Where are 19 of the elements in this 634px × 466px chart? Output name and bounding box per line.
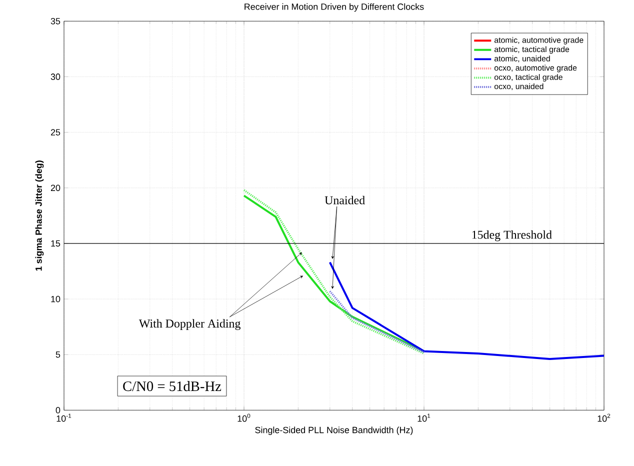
- y-tick-label: 30: [50, 73, 60, 80]
- x-axis-title: Single-Sided PLL Noise Bandwidth (Hz): [255, 426, 413, 435]
- annotation: With Doppler Aiding: [138, 319, 240, 330]
- y-tick-label: 35: [50, 18, 60, 24]
- x-tick-label: 10$^{1}$: [418, 414, 430, 422]
- y-axis-title: 1 sigma Phase Jitter (deg): [35, 160, 44, 271]
- x-tick-label: 10$^{-1}$: [56, 414, 72, 422]
- ref-line-label: 15deg Threshold: [472, 230, 552, 242]
- chart-title: Receiver in Motion Driven by Different Clocks: [244, 3, 424, 12]
- y-tick-label: 15: [51, 240, 60, 247]
- y-tick-label: 0: [56, 406, 60, 414]
- x-tick-label: 10$^{0}$: [238, 414, 250, 422]
- y-tick-label: 20: [50, 184, 60, 191]
- annotation: C/N0 = 51dB-Hz: [123, 380, 222, 392]
- x-tick-label: 10$^{2}$: [598, 414, 610, 422]
- y-tick-label: 10: [51, 296, 60, 302]
- y-tick-label: 25: [50, 129, 60, 136]
- annotation: Unaided: [324, 196, 365, 204]
- y-tick-label: 5: [56, 351, 60, 358]
